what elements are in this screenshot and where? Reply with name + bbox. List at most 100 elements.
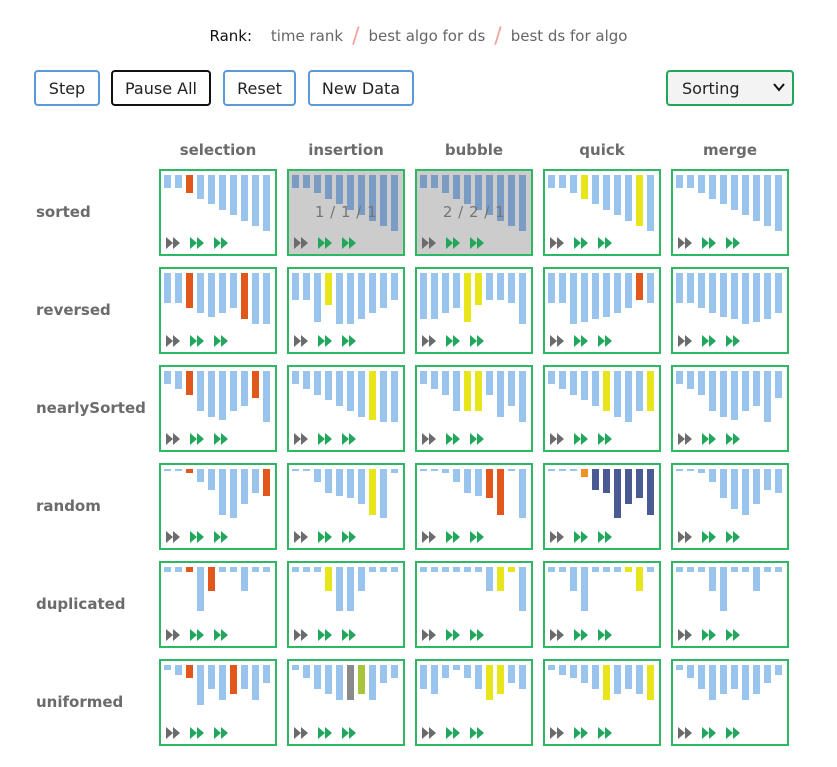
sort-cell[interactable] [287,561,405,648]
step-icon[interactable] [550,531,564,543]
sort-cell[interactable] [671,659,789,746]
fast-forward-icon[interactable] [598,433,612,445]
sort-cell[interactable] [287,267,405,354]
play-icon[interactable] [190,433,204,445]
fast-forward-icon[interactable] [726,727,740,739]
play-icon[interactable] [574,531,588,543]
sort-cell[interactable] [415,463,533,550]
sort-cell[interactable] [159,169,277,256]
play-icon[interactable] [446,629,460,641]
fast-forward-icon[interactable] [214,531,228,543]
sort-cell[interactable] [543,659,661,746]
sort-cell[interactable] [671,365,789,452]
play-icon[interactable] [702,335,716,347]
fast-forward-icon[interactable] [470,727,484,739]
sort-cell[interactable] [415,365,533,452]
fast-forward-icon[interactable] [470,335,484,347]
step-icon[interactable] [550,727,564,739]
play-icon[interactable] [318,237,332,249]
sort-cell[interactable] [543,561,661,648]
play-icon[interactable] [318,433,332,445]
sort-cell[interactable]: 2 / 2 / 1 [415,169,533,256]
play-icon[interactable] [190,335,204,347]
play-icon[interactable] [446,531,460,543]
play-icon[interactable] [574,433,588,445]
fast-forward-icon[interactable] [598,237,612,249]
step-icon[interactable] [294,629,308,641]
fast-forward-icon[interactable] [726,335,740,347]
fast-forward-icon[interactable] [726,531,740,543]
step-icon[interactable] [550,335,564,347]
fast-forward-icon[interactable] [598,727,612,739]
step-icon[interactable] [166,727,180,739]
sort-cell[interactable] [287,365,405,452]
fast-forward-icon[interactable] [214,727,228,739]
step-icon[interactable] [422,629,436,641]
rank-option-time-rank[interactable]: time rank [270,27,344,45]
step-icon[interactable] [166,433,180,445]
sort-cell[interactable] [543,169,661,256]
sort-cell[interactable] [159,463,277,550]
sort-cell[interactable] [671,267,789,354]
sort-cell[interactable] [415,561,533,648]
step-icon[interactable] [422,531,436,543]
rank-option-best-ds-for-algo[interactable]: best ds for algo [510,27,628,45]
play-icon[interactable] [190,531,204,543]
play-icon[interactable] [318,335,332,347]
sort-cell[interactable] [671,561,789,648]
sort-cell[interactable]: 1 / 1 / 1 [287,169,405,256]
play-icon[interactable] [702,433,716,445]
step-icon[interactable] [294,335,308,347]
sort-cell[interactable] [287,463,405,550]
play-icon[interactable] [190,727,204,739]
sort-cell[interactable] [671,169,789,256]
play-icon[interactable] [574,629,588,641]
step-icon[interactable] [422,727,436,739]
step-icon[interactable] [294,531,308,543]
play-icon[interactable] [574,335,588,347]
new-data-button[interactable]: New Data [308,70,414,106]
sort-cell[interactable] [159,365,277,452]
rank-option-best-algo-for-ds[interactable]: best algo for ds [368,27,486,45]
fast-forward-icon[interactable] [470,433,484,445]
step-icon[interactable] [294,433,308,445]
fast-forward-icon[interactable] [214,335,228,347]
play-icon[interactable] [574,237,588,249]
step-icon[interactable] [678,727,692,739]
play-icon[interactable] [702,727,716,739]
step-icon[interactable] [550,433,564,445]
sort-cell[interactable] [159,659,277,746]
sort-cell[interactable] [671,463,789,550]
step-icon[interactable] [678,433,692,445]
play-icon[interactable] [446,237,460,249]
sort-cell[interactable] [287,659,405,746]
sort-cell[interactable] [415,659,533,746]
play-icon[interactable] [446,433,460,445]
play-icon[interactable] [190,629,204,641]
fast-forward-icon[interactable] [342,531,356,543]
step-icon[interactable] [550,629,564,641]
mode-select[interactable]: Sorting [666,70,794,106]
step-button[interactable]: Step [34,70,100,106]
step-icon[interactable] [166,335,180,347]
play-icon[interactable] [446,335,460,347]
step-icon[interactable] [422,433,436,445]
step-icon[interactable] [166,531,180,543]
play-icon[interactable] [702,237,716,249]
fast-forward-icon[interactable] [598,335,612,347]
play-icon[interactable] [702,531,716,543]
fast-forward-icon[interactable] [470,237,484,249]
step-icon[interactable] [678,237,692,249]
step-icon[interactable] [550,237,564,249]
fast-forward-icon[interactable] [598,629,612,641]
sort-cell[interactable] [415,267,533,354]
fast-forward-icon[interactable] [342,237,356,249]
sort-cell[interactable] [159,561,277,648]
sort-cell[interactable] [159,267,277,354]
play-icon[interactable] [318,629,332,641]
step-icon[interactable] [678,335,692,347]
sort-cell[interactable] [543,463,661,550]
step-icon[interactable] [294,237,308,249]
pause-all-button[interactable]: Pause All [111,70,211,106]
fast-forward-icon[interactable] [342,335,356,347]
